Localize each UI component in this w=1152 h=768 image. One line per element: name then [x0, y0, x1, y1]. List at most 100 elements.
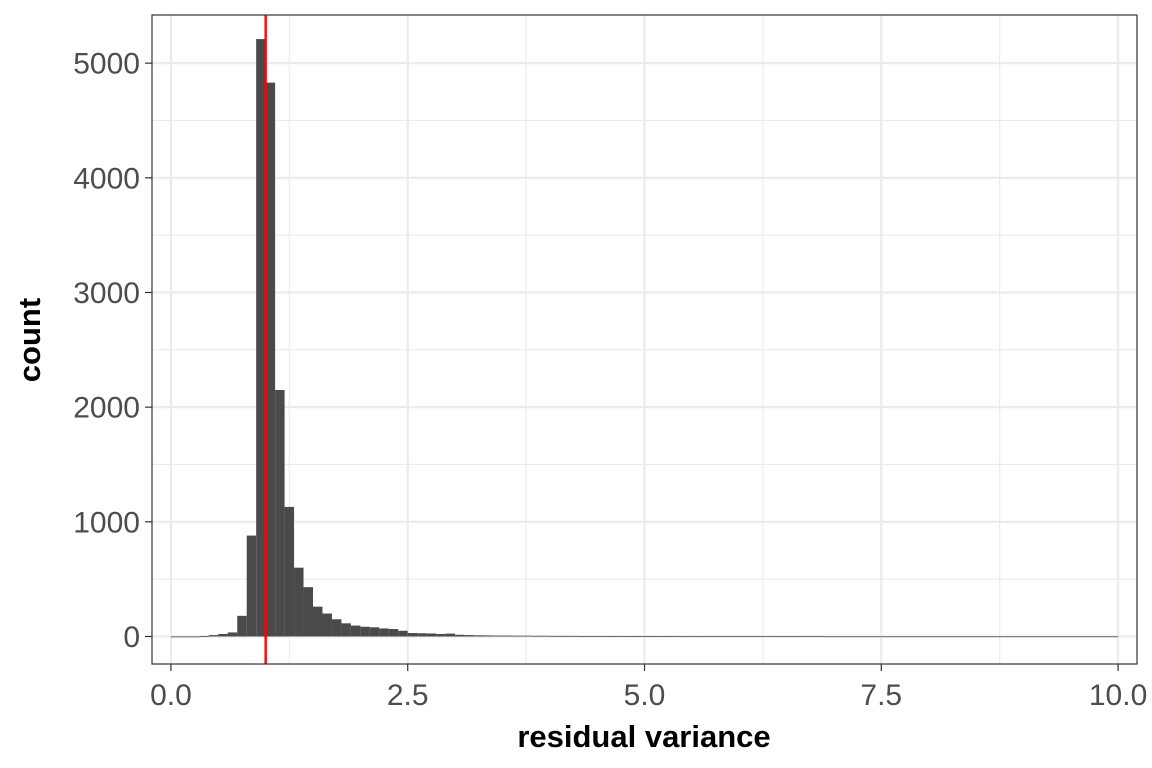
histogram-bar: [303, 587, 314, 637]
histogram-bar: [1089, 636, 1100, 638]
x-tick-label: 5.0: [624, 679, 666, 712]
histogram-bar: [947, 636, 958, 638]
x-tick-label: 7.5: [860, 679, 902, 712]
histogram-bar: [237, 615, 247, 637]
histogram-bar: [246, 535, 257, 637]
x-axis-title: residual variance: [517, 719, 770, 754]
histogram-bar: [587, 636, 598, 637]
histogram-bar: [511, 635, 522, 637]
y-tick-label: 5000: [73, 48, 140, 81]
histogram-bar: [218, 633, 228, 637]
y-tick-label: 4000: [73, 162, 140, 195]
histogram-bar: [294, 567, 304, 637]
histogram-bar: [455, 634, 465, 637]
histogram-bars: [170, 39, 1119, 638]
x-axis-ticks: 0.0 2.5 5.0 7.5 10.0: [150, 664, 1147, 712]
histogram-bar: [1108, 636, 1119, 638]
histogram-bar: [1042, 636, 1052, 638]
histogram-bar: [682, 636, 692, 638]
histogram-bar: [1070, 636, 1081, 638]
histogram-bar: [805, 636, 815, 638]
histogram-bar: [852, 636, 863, 638]
y-tick-label: 2000: [73, 392, 140, 425]
histogram-bar: [369, 627, 380, 637]
histogram-bar: [890, 636, 901, 638]
histogram-bar: [710, 636, 721, 638]
y-tick-label: 0: [123, 621, 140, 654]
histogram-bar: [691, 636, 702, 638]
histogram-bar: [871, 636, 882, 638]
histogram-bar: [540, 635, 550, 637]
histogram-bar: [814, 636, 825, 638]
histogram-bar: [256, 39, 266, 637]
histogram-bar: [208, 635, 219, 637]
histogram-bar: [1032, 636, 1043, 638]
histogram-bar: [464, 635, 475, 637]
histogram-bar: [1013, 636, 1024, 638]
histogram-bar: [635, 636, 645, 637]
x-tick-label: 2.5: [387, 679, 429, 712]
histogram-bar: [748, 636, 759, 638]
histogram-bar: [881, 636, 891, 638]
histogram-bar: [843, 636, 853, 638]
histogram-bar: [625, 636, 636, 637]
histogram-bar: [729, 636, 740, 638]
histogram-bar: [653, 636, 664, 637]
histogram-bar: [227, 632, 238, 637]
histogram-bar: [189, 636, 200, 638]
y-axis-title: count: [12, 298, 47, 382]
histogram-bar: [1051, 636, 1062, 638]
histogram-bar: [417, 633, 427, 637]
histogram-bar: [398, 630, 408, 637]
histogram-bar: [938, 636, 948, 638]
histogram-bar: [492, 635, 503, 637]
histogram-bar: [426, 633, 437, 637]
histogram-bar: [833, 636, 844, 638]
major-gridlines: [152, 15, 1137, 664]
x-tick-label: 0.0: [150, 679, 192, 712]
y-tick-label: 1000: [73, 506, 140, 539]
histogram-bar: [1061, 636, 1071, 638]
histogram-bar: [928, 636, 939, 638]
histogram-bar: [445, 633, 456, 637]
x-tick-label: 10.0: [1089, 679, 1147, 712]
histogram-bar: [616, 636, 626, 637]
histogram-bar: [597, 636, 607, 637]
histogram-bar: [483, 635, 493, 637]
histogram-bar: [975, 636, 986, 638]
histogram-bar: [379, 628, 389, 637]
histogram-bar: [530, 635, 541, 637]
histogram-bar: [663, 636, 673, 637]
histogram-bar: [360, 626, 370, 637]
histogram-bar: [170, 636, 181, 638]
histogram-bar: [985, 636, 995, 638]
y-axis-ticks: 0 1000 2000 3000 4000 5000: [73, 48, 152, 654]
histogram-bar: [862, 636, 872, 638]
histogram-bar: [436, 633, 446, 637]
histogram-bar: [777, 636, 787, 638]
histogram-bar: [900, 636, 910, 638]
histogram-bar: [521, 635, 531, 637]
histogram-bar: [1004, 636, 1014, 638]
histogram-bar: [313, 606, 323, 637]
histogram-bar: [388, 629, 399, 637]
histogram-bar: [644, 636, 654, 637]
histogram-bar: [568, 635, 579, 637]
histogram-bar: [350, 625, 361, 637]
histogram-bar: [786, 636, 797, 638]
histogram-bar: [1080, 636, 1090, 638]
histogram-bar: [549, 635, 560, 637]
histogram-bar: [1099, 636, 1109, 638]
histogram-bar: [672, 636, 683, 637]
histogram-bar: [331, 619, 342, 637]
histogram-bar: [957, 636, 967, 638]
histogram-bar: [1023, 636, 1033, 638]
histogram-bar: [720, 636, 730, 638]
histogram-bar: [606, 636, 617, 637]
histogram-bar: [474, 635, 484, 637]
histogram-bar: [502, 635, 512, 637]
histogram-bar: [758, 636, 768, 638]
y-tick-label: 3000: [73, 277, 140, 310]
histogram-bar: [909, 636, 920, 638]
